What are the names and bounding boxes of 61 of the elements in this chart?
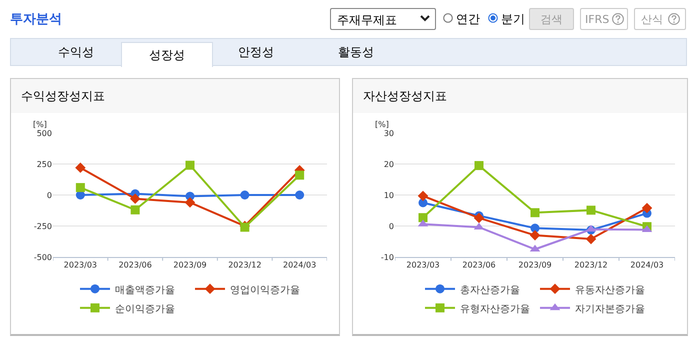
text: 연간 bbox=[456, 11, 480, 28]
x-tick-label: 2023/06 bbox=[118, 260, 152, 270]
x-tick-label: 2023/03 bbox=[406, 260, 440, 270]
y-axis-title: [%] bbox=[33, 120, 47, 129]
legend-label: 유동자산증가율 bbox=[575, 284, 645, 296]
point bbox=[184, 197, 196, 208]
point bbox=[240, 190, 250, 200]
y-tick-label: 500 bbox=[36, 128, 52, 138]
point bbox=[75, 162, 86, 173]
legend-label: 영업이익증가율 bbox=[230, 284, 300, 296]
text: 투자분석 bbox=[10, 11, 62, 28]
text: 성장성 bbox=[121, 42, 213, 67]
point bbox=[418, 213, 428, 222]
y-tick-label: 20 bbox=[384, 160, 394, 169]
point bbox=[586, 206, 596, 215]
point bbox=[530, 230, 540, 240]
point bbox=[586, 234, 596, 244]
point bbox=[418, 190, 428, 202]
x-tick-label: 2023/09 bbox=[518, 260, 552, 270]
y-tick-label: 30 bbox=[384, 128, 394, 138]
chart-title: 수익성장성지표 bbox=[11, 79, 339, 114]
legend-label: 유형자산증가율 bbox=[460, 304, 530, 315]
legend-label: 매출액증가율 bbox=[115, 284, 175, 296]
chart-title: 자산성장성지표 bbox=[353, 79, 687, 114]
point bbox=[474, 161, 484, 170]
y-tick-label: 0 bbox=[388, 222, 394, 231]
point bbox=[530, 208, 540, 218]
point bbox=[130, 194, 140, 204]
point bbox=[186, 160, 194, 170]
x-tick-label: 2024/03 bbox=[282, 260, 316, 270]
legend-label: 총자산증가율 bbox=[460, 284, 520, 296]
x-tick-label: 2023/12 bbox=[574, 260, 608, 270]
text: 주재무제표 bbox=[330, 8, 436, 30]
text: 수익성 bbox=[57, 44, 95, 61]
y-tick-label: -10 bbox=[380, 252, 394, 262]
x-tick-label: 2023/03 bbox=[64, 260, 98, 270]
x-tick-label: 2023/09 bbox=[173, 260, 207, 270]
text: IFRS bbox=[580, 8, 628, 30]
point bbox=[642, 202, 652, 214]
legend-label: 자기자본증가율 bbox=[575, 304, 645, 315]
x-tick-label: 2023/06 bbox=[462, 260, 496, 270]
y-tick-label: 10 bbox=[384, 190, 394, 200]
point bbox=[530, 224, 540, 233]
point bbox=[130, 205, 140, 214]
text: 산식 bbox=[634, 8, 686, 30]
point bbox=[295, 190, 304, 200]
x-tick-label: 2024/03 bbox=[630, 260, 664, 270]
legend-label: 순이익증가율 bbox=[115, 304, 175, 315]
text: 분기 bbox=[501, 11, 525, 28]
y-tick-label: 0 bbox=[46, 190, 52, 200]
y-tick-label: -250 bbox=[34, 222, 52, 231]
text: 안정성 bbox=[237, 44, 275, 61]
y-tick-label: -500 bbox=[34, 252, 52, 262]
point bbox=[76, 183, 85, 192]
text: 활동성 bbox=[337, 44, 375, 61]
x-tick-label: 2023/12 bbox=[228, 260, 262, 270]
text: 검색 bbox=[529, 8, 574, 30]
point bbox=[474, 212, 484, 224]
y-axis-title: [%] bbox=[375, 120, 389, 129]
point bbox=[295, 170, 304, 180]
y-tick-label: 250 bbox=[36, 160, 52, 169]
